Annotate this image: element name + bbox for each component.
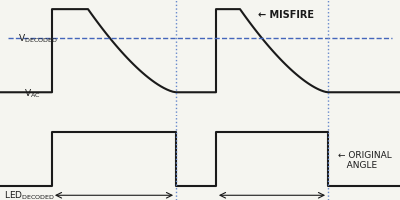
Text: ← ORIGINAL
   ANGLE: ← ORIGINAL ANGLE bbox=[338, 150, 392, 169]
Text: LED$_{\rm DECODED}$: LED$_{\rm DECODED}$ bbox=[4, 189, 55, 200]
Text: ← MISFIRE: ← MISFIRE bbox=[258, 10, 314, 20]
Text: V$_{\rm AC}$: V$_{\rm AC}$ bbox=[24, 87, 41, 99]
Text: V$_{\rm DECODED}$: V$_{\rm DECODED}$ bbox=[18, 32, 58, 45]
Text: $\theta_1$: $\theta_1$ bbox=[108, 197, 120, 200]
Text: $\theta_2$: $\theta_2$ bbox=[266, 197, 278, 200]
